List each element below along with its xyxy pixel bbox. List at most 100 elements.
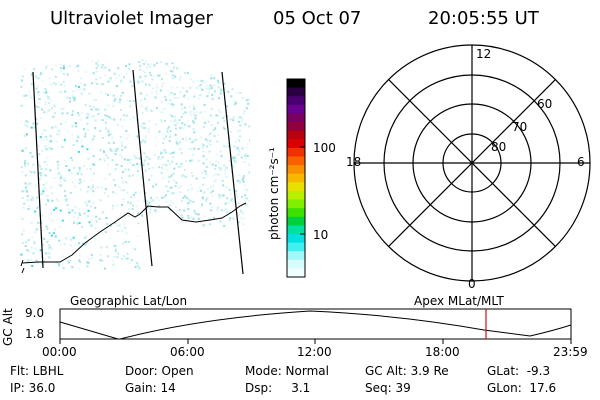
emission-pixel (151, 78, 154, 81)
emission-pixel (184, 111, 187, 114)
emission-pixel (158, 130, 161, 133)
emission-pixel (171, 115, 174, 118)
emission-pixel (170, 174, 173, 177)
emission-pixel (202, 117, 205, 120)
emission-pixel (107, 129, 110, 132)
emission-pixel (144, 169, 147, 172)
emission-pixel (29, 96, 32, 99)
emission-pixel (170, 86, 173, 89)
emission-pixel (129, 80, 132, 83)
emission-pixel (52, 232, 55, 235)
emission-pixel (227, 201, 230, 204)
emission-pixel (141, 122, 144, 125)
emission-pixel (149, 208, 152, 211)
emission-pixel (161, 156, 164, 159)
emission-pixel (54, 235, 57, 238)
emission-pixel (143, 122, 146, 125)
emission-pixel (81, 242, 84, 245)
emission-pixel (171, 70, 174, 73)
emission-pixel (108, 116, 111, 119)
emission-pixel (116, 256, 119, 258)
emission-pixel (245, 153, 248, 155)
emission-pixel (121, 257, 123, 260)
emission-pixel (213, 180, 216, 183)
emission-pixel (193, 139, 196, 142)
emission-pixel (68, 65, 71, 67)
emission-pixel (141, 112, 144, 115)
emission-pixel (147, 203, 150, 206)
emission-pixel (107, 94, 109, 96)
emission-pixel (104, 231, 107, 234)
emission-pixel (199, 111, 202, 114)
emission-pixel (77, 88, 80, 91)
emission-pixel (106, 226, 109, 229)
emission-pixel (112, 141, 115, 144)
polar-diagonal (388, 79, 556, 247)
emission-pixel (225, 176, 228, 178)
emission-pixel (132, 204, 134, 207)
emission-pixel (48, 77, 51, 80)
emission-pixel (91, 109, 94, 112)
emission-pixel (144, 127, 146, 129)
emission-pixel (64, 200, 67, 202)
emission-pixel (194, 212, 197, 215)
emission-pixel (46, 199, 49, 202)
emission-pixel (61, 145, 64, 148)
emission-pixel (70, 156, 73, 159)
emission-pixel (244, 123, 247, 126)
emission-pixel (179, 127, 182, 129)
emission-pixel (224, 91, 227, 94)
emission-pixel (58, 183, 60, 186)
emission-pixel (180, 214, 183, 217)
emission-pixel (92, 106, 95, 108)
emission-pixel (115, 150, 118, 153)
emission-pixel (62, 67, 65, 70)
emission-pixel (127, 241, 130, 244)
emission-pixel (32, 252, 35, 255)
colorbar-stripe (287, 199, 305, 209)
emission-pixel (99, 253, 102, 256)
emission-pixel (104, 66, 107, 69)
emission-pixel (235, 161, 237, 164)
emission-pixel (117, 67, 120, 70)
emission-pixel (53, 208, 56, 211)
emission-pixel (192, 120, 194, 123)
emission-pixel (178, 165, 180, 168)
emission-pixel (117, 230, 120, 232)
emission-pixel (49, 169, 52, 172)
timeline-xtick-0000: 00:00 (42, 345, 77, 359)
emission-pixel (197, 217, 200, 220)
emission-pixel (219, 150, 222, 153)
emission-pixel (116, 124, 119, 126)
emission-pixel (41, 214, 44, 217)
emission-pixel (232, 165, 235, 168)
emission-pixel (230, 200, 233, 203)
emission-pixel (193, 95, 196, 98)
emission-pixel (222, 184, 225, 187)
emission-pixel (68, 211, 71, 214)
emission-pixel (106, 222, 109, 225)
emission-pixel (175, 127, 177, 130)
emission-pixel (195, 87, 198, 90)
emission-pixel (196, 79, 199, 82)
emission-pixel (106, 115, 109, 117)
emission-pixel (186, 124, 189, 127)
gain-status: Gain: 14 (125, 381, 176, 395)
emission-pixel (95, 67, 98, 69)
emission-pixel (40, 117, 43, 119)
emission-pixel (39, 172, 42, 175)
emission-pixel (50, 234, 53, 237)
emission-pixel (75, 125, 78, 128)
emission-pixel (200, 79, 203, 82)
emission-pixel (76, 222, 79, 225)
emission-pixel (129, 202, 132, 205)
emission-pixel (83, 88, 86, 91)
emission-pixel (126, 99, 129, 102)
emission-pixel (34, 105, 37, 108)
emission-pixel (208, 92, 211, 94)
emission-pixel (120, 141, 123, 144)
emission-pixel (211, 206, 213, 209)
emission-pixel (44, 67, 47, 70)
emission-pixel (89, 92, 91, 95)
emission-pixel (35, 87, 38, 90)
